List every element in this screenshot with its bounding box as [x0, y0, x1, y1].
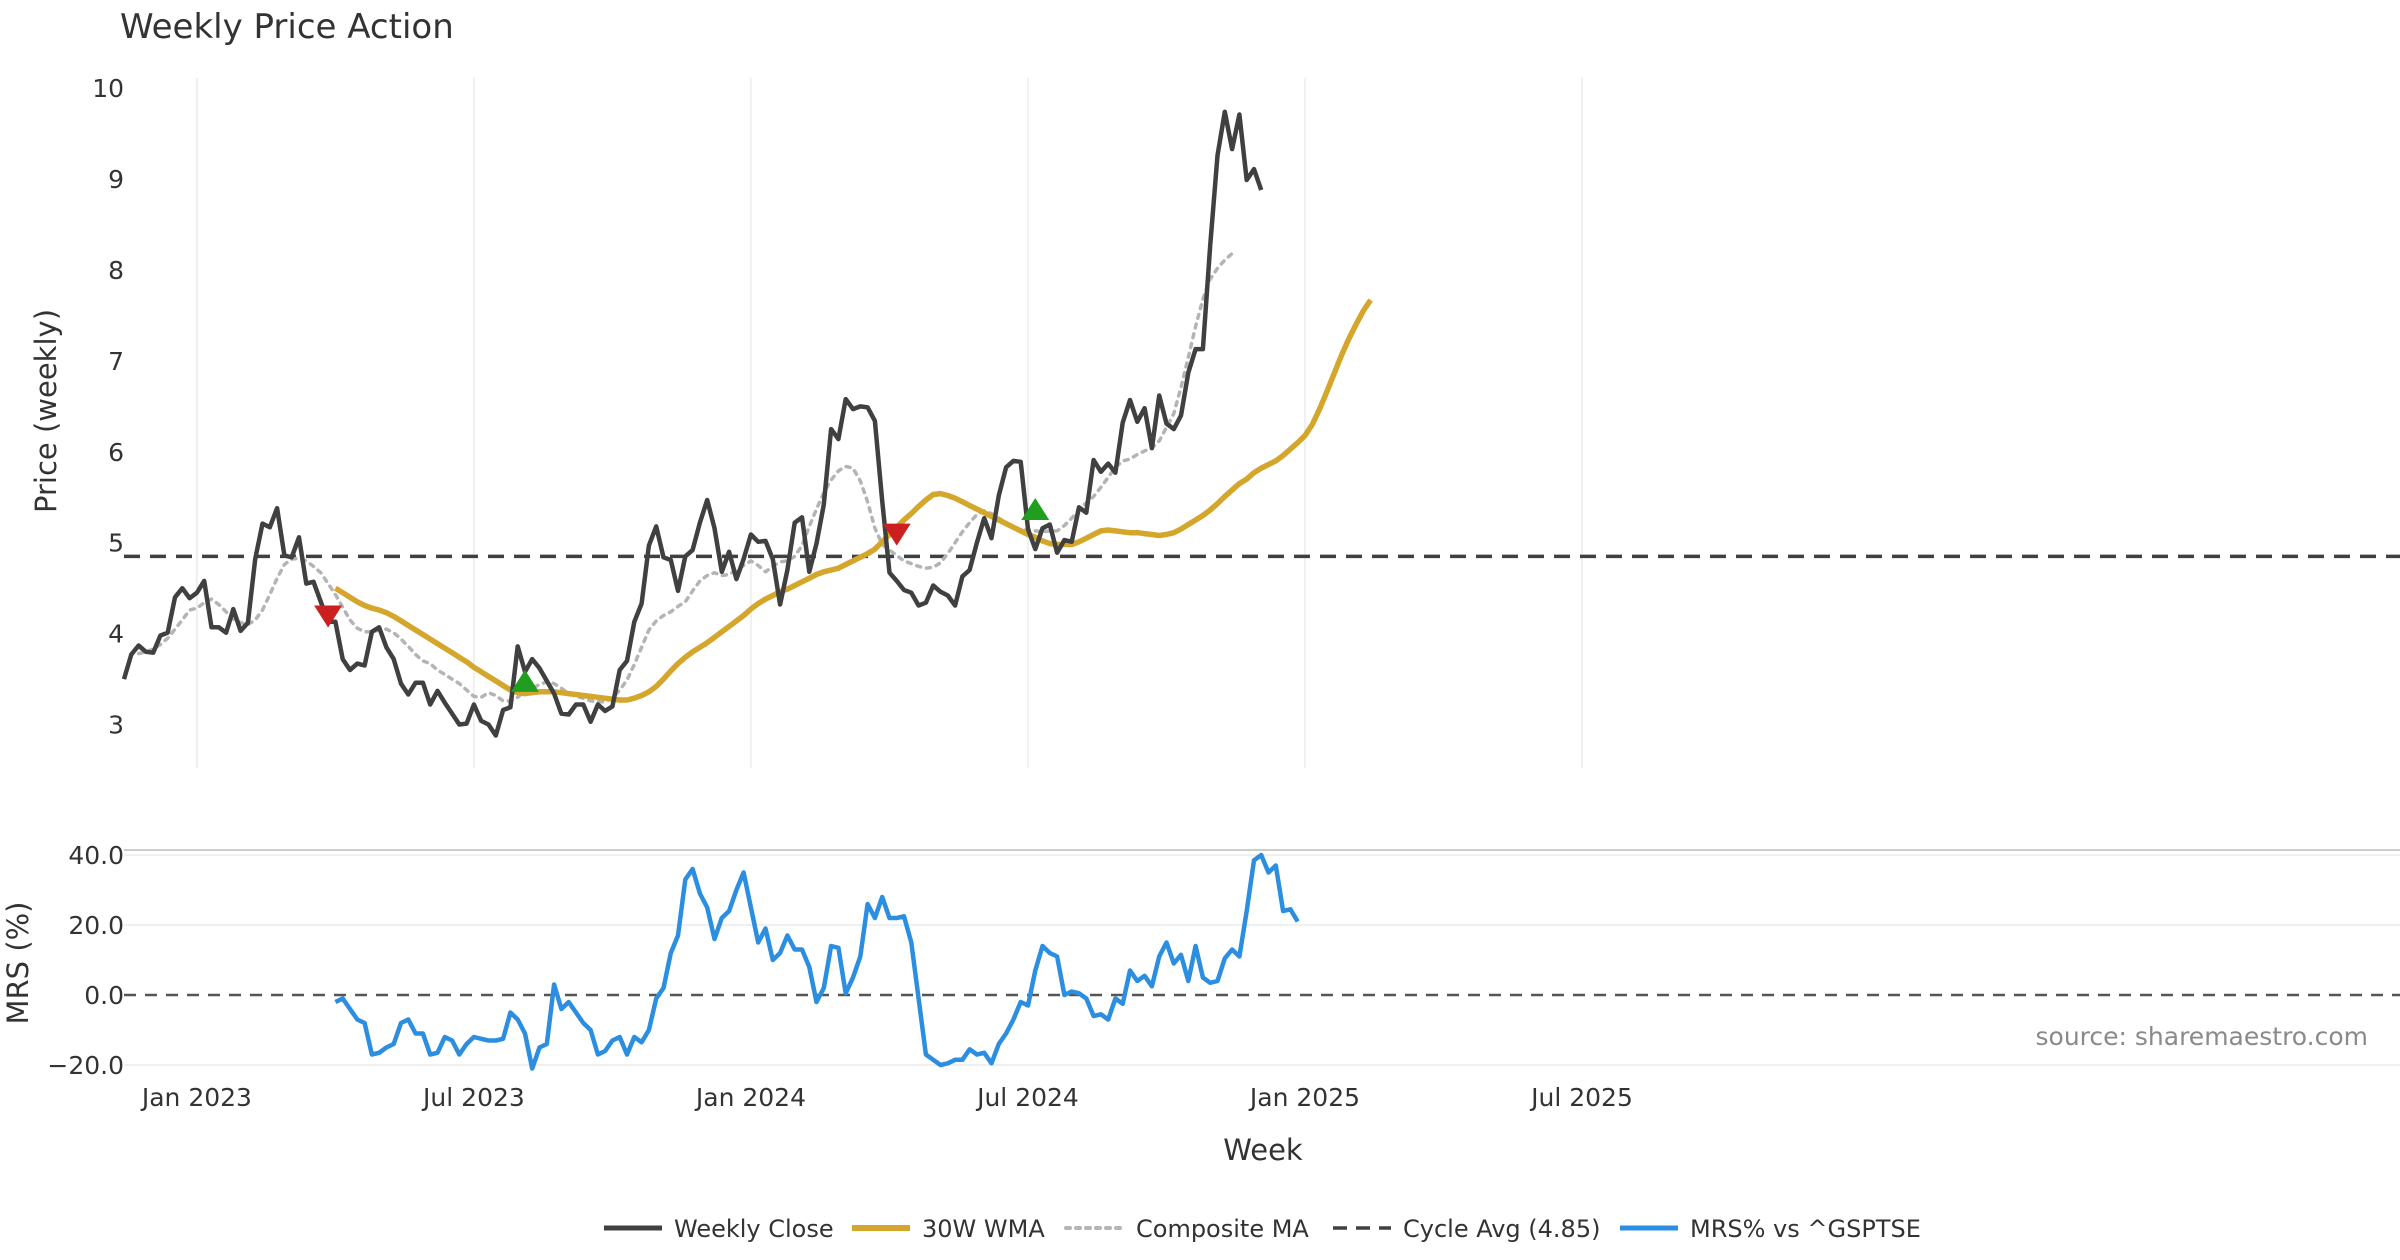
price-y-tick-label: 5 — [108, 529, 124, 558]
series-line-mrs — [334, 852, 1300, 1071]
sell-signal-marker — [882, 523, 911, 546]
legend-item: Weekly Close — [604, 1215, 834, 1243]
signal-markers — [314, 498, 1050, 692]
price-y-tick-label: 8 — [108, 256, 124, 285]
price-grid — [196, 78, 1583, 768]
price-series-layer — [121, 109, 2400, 738]
buy-signal-marker — [1021, 498, 1050, 520]
buy-signal-marker — [510, 669, 539, 692]
sell-signal-marker — [314, 605, 343, 628]
price-y-tick-label: 10 — [92, 74, 124, 103]
mrs-y-axis-label: MRS (%) — [1, 902, 35, 1025]
price-y-tick-label: 3 — [108, 711, 124, 740]
price-y-axis-label: Price (weekly) — [29, 309, 63, 513]
x-tick-label: Jan 2024 — [694, 1083, 806, 1112]
source-note: source: sharemaestro.com — [2036, 1022, 2369, 1051]
series-line-30w-wma — [333, 298, 1373, 703]
mrs-y-tick-label: 40.0 — [68, 841, 124, 870]
price-y-tick-label: 7 — [108, 347, 124, 376]
legend-label: Cycle Avg (4.85) — [1403, 1215, 1600, 1243]
x-axis-ticks: Jan 2023 Jul 2023 Jan 2024 Jul 2024 Jan 2025… — [140, 1083, 1633, 1112]
series-line-weekly-close — [121, 109, 1264, 738]
legend: Weekly Close 30W WMA Composite MA Cycle Avg… — [604, 1215, 1921, 1243]
x-tick-label: Jan 2025 — [1248, 1083, 1360, 1112]
legend-label: 30W WMA — [922, 1215, 1045, 1243]
chart-title: Weekly Price Action — [120, 7, 454, 47]
mrs-y-ticks: 40.0 20.0 0.0 −20.0 — [47, 841, 124, 1080]
x-tick-label: Jan 2023 — [140, 1083, 252, 1112]
price-y-tick-label: 6 — [108, 438, 124, 467]
legend-label: Composite MA — [1136, 1215, 1309, 1243]
x-tick-label: Jul 2025 — [1529, 1083, 1633, 1112]
price-y-tick-label: 9 — [108, 165, 124, 194]
x-tick-label: Jul 2023 — [421, 1083, 525, 1112]
legend-item: 30W WMA — [852, 1215, 1045, 1243]
x-tick-label: Jul 2024 — [975, 1083, 1079, 1112]
mrs-y-tick-label: 20.0 — [68, 911, 124, 940]
legend-label: Weekly Close — [674, 1215, 834, 1243]
price-y-tick-label: 4 — [108, 620, 124, 649]
legend-item: Composite MA — [1064, 1215, 1309, 1243]
mrs-series-layer — [334, 852, 1300, 1071]
series-line-composite-ma — [136, 251, 1234, 704]
mrs-y-tick-label: 0.0 — [84, 981, 124, 1010]
x-axis-label: Week — [1223, 1133, 1303, 1167]
legend-label: MRS% vs ^GSPTSE — [1690, 1215, 1921, 1243]
legend-item: MRS% vs ^GSPTSE — [1620, 1215, 1921, 1243]
legend-item: Cycle Avg (4.85) — [1333, 1215, 1600, 1243]
price-y-ticks: 3 4 5 6 7 8 9 10 — [92, 74, 124, 739]
mrs-y-tick-label: −20.0 — [47, 1051, 124, 1080]
